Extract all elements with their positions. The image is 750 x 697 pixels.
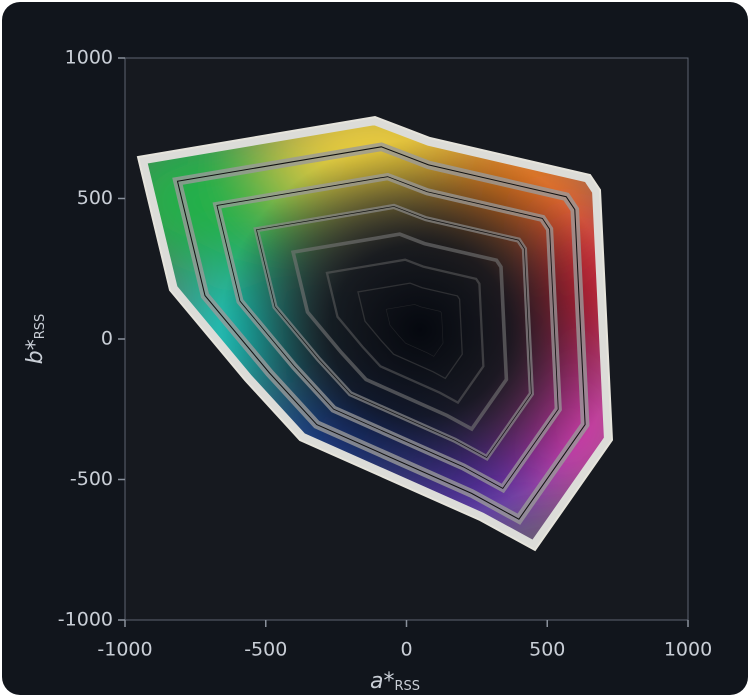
x-axis-title: a*RSS [370,669,420,694]
x-tick-label: -500 [244,639,287,661]
x-tick-label: 1000 [664,639,712,661]
y-tick-label: 0 [101,328,113,350]
x-tick-label: 500 [529,639,565,661]
y-tick-label: 1000 [65,47,113,69]
y-axis-label-sub: RSS [33,314,48,340]
y-axis-title: b*RSS [23,314,48,365]
x-axis-label: a* [370,669,394,694]
y-axis-label: b* [23,339,48,364]
y-tick-label: 500 [77,187,113,209]
x-tick-label: 0 [400,639,412,661]
x-axis-label-sub: RSS [394,679,420,694]
y-tick-label: -500 [70,468,113,490]
y-tick-label: -1000 [58,609,113,631]
x-tick-label: -1000 [97,639,152,661]
